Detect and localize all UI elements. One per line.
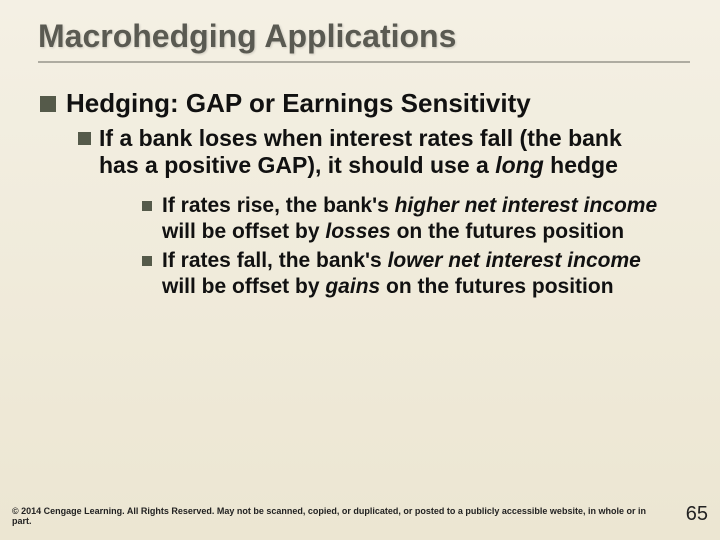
lvl3b-i1: lower net interest income bbox=[388, 249, 641, 272]
lvl3b-text: If rates fall, the bank's lower net inte… bbox=[162, 248, 672, 299]
lvl3a-i2: losses bbox=[325, 220, 390, 243]
slide-title: Macrohedging Applications bbox=[38, 18, 690, 55]
square-bullet-icon bbox=[142, 201, 152, 211]
square-bullet-icon bbox=[142, 256, 152, 266]
lvl3b-p3: on the futures position bbox=[380, 275, 613, 298]
lvl3a-i1: higher net interest income bbox=[395, 194, 658, 217]
title-underline bbox=[38, 61, 690, 63]
lvl3a-text: If rates rise, the bank's higher net int… bbox=[162, 193, 672, 244]
square-bullet-icon bbox=[78, 132, 91, 145]
lvl1-text: Hedging: GAP or Earnings Sensitivity bbox=[66, 89, 531, 119]
footer: © 2014 Cengage Learning. All Rights Rese… bbox=[12, 503, 708, 526]
lvl3b-i2: gains bbox=[325, 275, 380, 298]
bullet-level-3: If rates fall, the bank's lower net inte… bbox=[142, 248, 690, 299]
copyright-text: © 2014 Cengage Learning. All Rights Rese… bbox=[12, 506, 652, 526]
lvl3a-p1: If rates rise, the bank's bbox=[162, 194, 395, 217]
bullet-level-1: Hedging: GAP or Earnings Sensitivity bbox=[40, 89, 690, 119]
bullet-level-3: If rates rise, the bank's higher net int… bbox=[142, 193, 690, 244]
square-bullet-icon bbox=[40, 96, 56, 112]
lvl3b-p2: will be offset by bbox=[162, 275, 325, 298]
page-number: 65 bbox=[686, 503, 708, 526]
lvl3b-p1: If rates fall, the bank's bbox=[162, 249, 388, 272]
lvl2-text: If a bank loses when interest rates fall… bbox=[99, 125, 659, 179]
lvl2-suffix: hedge bbox=[544, 152, 618, 178]
lvl2-italic: long bbox=[495, 152, 544, 178]
bullet-level-2: If a bank loses when interest rates fall… bbox=[78, 125, 690, 179]
slide: Macrohedging Applications Hedging: GAP o… bbox=[0, 0, 720, 540]
lvl3a-p3: on the futures position bbox=[391, 220, 624, 243]
lvl3a-p2: will be offset by bbox=[162, 220, 325, 243]
